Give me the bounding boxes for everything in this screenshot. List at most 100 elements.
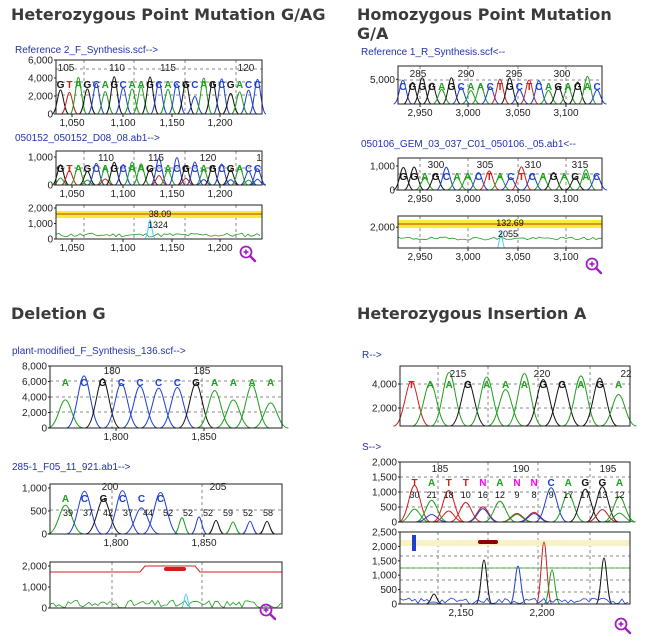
- trace-peak: [47, 504, 84, 535]
- base-call-letter: G: [506, 82, 514, 93]
- base-call-letter: G: [539, 380, 547, 391]
- panel-title: Homozygous Point Mutation G/A: [357, 5, 612, 43]
- trace-peak: [203, 81, 222, 115]
- base-call-letter: C: [120, 164, 127, 175]
- x-tick-label: 1,850: [191, 538, 216, 549]
- trace-peak: [222, 179, 239, 186]
- base-call-letter: C: [218, 164, 225, 175]
- quality-band: [400, 540, 630, 546]
- y-tick-label: 6,000: [28, 56, 53, 67]
- base-call-letter: T: [66, 80, 72, 91]
- base-call-letter: G: [209, 80, 217, 91]
- trace-peak: [230, 91, 249, 115]
- base-call-letter: C: [173, 80, 180, 91]
- trace-peak: [96, 91, 115, 115]
- trace-peak: [510, 89, 529, 105]
- zoom-in-icon[interactable]: [258, 602, 278, 622]
- base-call-letter: G: [558, 380, 566, 391]
- zoom-in-icon[interactable]: [238, 244, 258, 264]
- trace-peak: [204, 165, 222, 186]
- base-call-letter: C: [119, 494, 126, 505]
- trace-peak: [480, 86, 500, 105]
- trace-peak: [78, 170, 97, 186]
- quality-value-label: 8: [532, 490, 537, 500]
- trace-peak: [393, 380, 430, 427]
- panel-title: Heterozygous Insertion A: [357, 304, 587, 323]
- base-call-letter: A: [200, 80, 207, 91]
- trace-peak: [241, 520, 259, 535]
- x-tick-label: 2,200: [529, 608, 554, 619]
- base-call-letter: N: [530, 478, 537, 489]
- base-call-letter: C: [138, 494, 145, 505]
- base-call-letter: G: [464, 380, 472, 391]
- x-tick-label: 1,200: [207, 189, 232, 200]
- trace-peak: [159, 88, 177, 115]
- base-call-letter: A: [137, 80, 144, 91]
- base-call-letter: G: [596, 380, 604, 391]
- trace-peak: [446, 176, 468, 191]
- x-tick-label: 1,150: [159, 118, 184, 129]
- quality-value-label: 12: [614, 490, 624, 500]
- quality-track: 2,000 1,000 0: [22, 561, 283, 615]
- trace-peak: [51, 164, 70, 186]
- trace-peak: [501, 513, 533, 523]
- trace-peak: [478, 170, 500, 191]
- base-position-label: 290: [458, 69, 475, 80]
- y-tick-label: 4,000: [28, 74, 53, 85]
- zoom-in-icon[interactable]: [613, 616, 633, 636]
- base-call-letter: A: [561, 172, 568, 183]
- zoom-in-icon[interactable]: [584, 256, 604, 276]
- base-call-letter: G: [209, 164, 217, 175]
- track-caption: 285-1_F05_11_921.ab1-->: [12, 462, 131, 473]
- base-call-letter: G: [598, 478, 606, 489]
- quality-annotation: 132.69: [496, 218, 524, 228]
- base-call-letter: C: [155, 164, 162, 175]
- trace-peak: [543, 380, 581, 427]
- y-tick-label: 2,000: [372, 404, 397, 415]
- base-call-letter: G: [182, 164, 190, 175]
- base-call-letter: A: [75, 164, 82, 175]
- base-call-letter: A: [564, 82, 571, 93]
- trace-peak: [85, 498, 122, 535]
- trace-peak: [96, 167, 114, 186]
- base-call-letter: C: [548, 478, 555, 489]
- base-call-letter: G: [146, 80, 154, 91]
- base-call-letter: A: [565, 478, 572, 489]
- trace-peak: [568, 488, 602, 523]
- trace-peak: [587, 89, 607, 105]
- base-call-letter: A: [453, 172, 460, 183]
- trace-peak: [132, 163, 150, 186]
- base-call-letter: C: [516, 82, 523, 93]
- y-tick-label: 2,500: [372, 528, 397, 539]
- quality-value-label: 17: [580, 490, 590, 500]
- trace-peak: [416, 513, 448, 523]
- trace-peak: [190, 516, 208, 535]
- y-tick-label: 2,000: [372, 542, 397, 553]
- trace-peak: [543, 569, 561, 605]
- x-tick-label: 3,050: [505, 252, 530, 263]
- trace-peak: [489, 175, 511, 191]
- y-tick-label: 2,000: [370, 223, 395, 234]
- trace-peak: [432, 489, 466, 523]
- base-call-letter: A: [129, 80, 136, 91]
- trace-peak: [103, 382, 140, 429]
- quality-annotation: 2055: [498, 229, 518, 239]
- trace-peak: [509, 565, 527, 605]
- base-position-label: 1: [256, 153, 262, 164]
- base-call-letter: T: [408, 380, 414, 391]
- base-call-letter: C: [173, 164, 180, 175]
- base-call-letter: A: [421, 172, 428, 183]
- trace-peak: [548, 85, 568, 105]
- trace-peak: [585, 486, 619, 523]
- y-tick-label: 1,500: [372, 473, 397, 484]
- base-call-letter: N: [513, 478, 520, 489]
- base-call-letter: A: [164, 80, 171, 91]
- base-position-label: 195: [600, 464, 617, 475]
- trace-peak: [221, 169, 240, 186]
- x-tick-label: 2,950: [407, 252, 432, 263]
- base-call-letter: A: [615, 380, 622, 391]
- base-call-letter: A: [102, 164, 109, 175]
